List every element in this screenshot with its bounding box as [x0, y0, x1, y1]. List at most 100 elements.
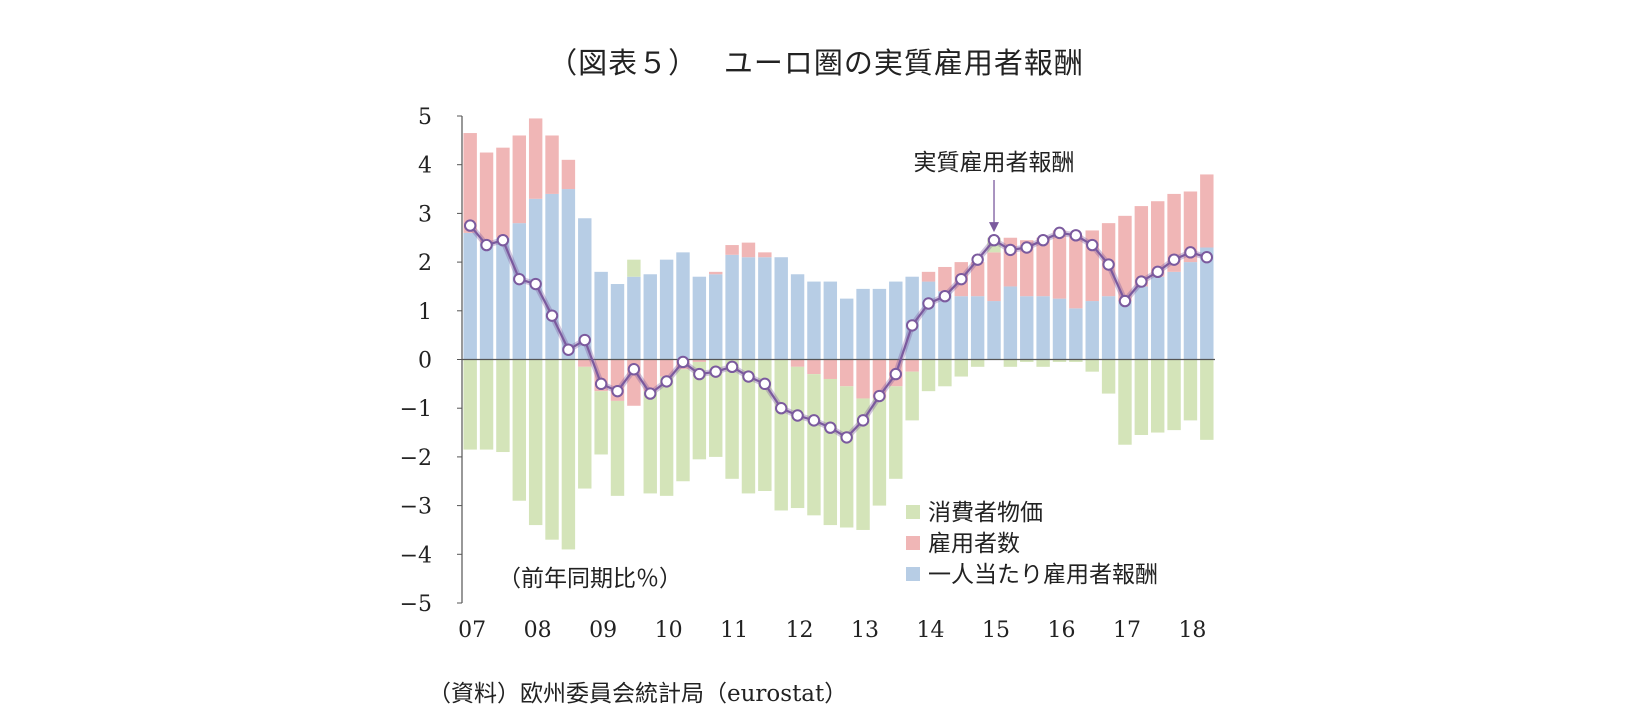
- line-point: [1151, 265, 1164, 279]
- line-point: [660, 375, 673, 388]
- line-point: [1086, 238, 1099, 252]
- y-axis: 5 4 3 2 1 0 −1 −2 −3 −4 −5: [400, 105, 432, 617]
- bar-segment-series-2: [856, 398, 870, 530]
- line-point: [938, 289, 952, 303]
- bar-segment-series-1: [545, 135, 559, 194]
- bar-segment-series-0: [545, 193, 559, 360]
- real-compensation-line-group: [463, 219, 1214, 444]
- legend-label: 雇用者数: [928, 531, 1020, 557]
- bar-segment-series-0: [823, 281, 838, 360]
- line-point: [480, 238, 493, 252]
- bar-segment-series-0: [758, 257, 772, 360]
- x-tick-label: 17: [1113, 618, 1141, 643]
- line-point: [1167, 253, 1181, 266]
- bar-segment-series-1: [1150, 201, 1165, 277]
- y-tick-label: 1: [418, 300, 432, 325]
- line-point: [1135, 275, 1148, 288]
- bar-segment-series-0: [496, 237, 510, 360]
- bar-segment-series-1: [528, 118, 543, 199]
- line-point: [758, 377, 772, 391]
- bar-segment-series-2: [512, 359, 527, 501]
- x-tick-label: 12: [786, 618, 814, 643]
- bar-segment-series-2: [725, 359, 739, 479]
- line-point: [676, 355, 690, 369]
- bar-segment-series-0: [774, 257, 788, 360]
- bar-segment-series-2: [1134, 359, 1149, 435]
- bar-segment-series-0: [1101, 296, 1116, 360]
- bar-segment-series-0: [889, 281, 903, 360]
- bar-segment-series-0: [479, 242, 494, 360]
- bar-segment-series-2: [627, 259, 641, 277]
- line-point: [1036, 233, 1050, 247]
- line-point: [905, 319, 919, 332]
- line-point: [627, 363, 641, 376]
- bar-segment-series-0: [1085, 301, 1099, 360]
- bar-segment-series-1: [856, 359, 870, 399]
- bar-segment-series-0: [872, 288, 887, 360]
- x-axis: 07 08 09 10 11 12 13 14 15 16 17 18: [458, 618, 1206, 643]
- annotation-group: 実質雇用者報酬: [914, 150, 1075, 233]
- y-tick-label: 3: [418, 202, 432, 227]
- bar-segment-series-1: [1052, 230, 1067, 299]
- annotation-label: 実質雇用者報酬: [914, 150, 1075, 176]
- bar-segment-series-2: [561, 359, 576, 550]
- y-tick-label: −2: [400, 446, 432, 471]
- line-point: [693, 367, 706, 381]
- bar-segment-series-0: [1150, 276, 1165, 360]
- line-point: [807, 414, 821, 427]
- line-point: [1200, 251, 1214, 264]
- line-point: [987, 233, 1001, 247]
- line-point: [971, 253, 984, 266]
- y-tick-label: 4: [418, 154, 432, 179]
- bar-segment-series-2: [643, 391, 657, 494]
- x-tick-label: 13: [851, 618, 879, 643]
- bar-segment-series-2: [692, 361, 707, 460]
- bar-segment-series-0: [741, 257, 756, 360]
- bar-segment-series-2: [1020, 359, 1034, 362]
- y-tick-label: 5: [418, 105, 432, 130]
- bar-segment-series-2: [659, 376, 674, 496]
- x-tick-label: 11: [720, 618, 748, 643]
- line-point: [578, 333, 591, 347]
- bar-segment-series-0: [1036, 296, 1050, 360]
- bar-segment-series-1: [1036, 237, 1050, 297]
- x-tick-label: 08: [524, 618, 552, 643]
- bar-segment-series-0: [856, 288, 870, 360]
- bar-segment-series-0: [954, 296, 968, 360]
- legend-swatch: [906, 536, 920, 550]
- line-point: [594, 377, 608, 391]
- bar-segment-series-0: [921, 281, 936, 360]
- line-point: [496, 233, 510, 247]
- line-point: [889, 367, 902, 381]
- bar-segment-series-2: [1200, 359, 1214, 440]
- bar-segment-series-2: [528, 359, 543, 526]
- bar-segment-series-1: [578, 359, 592, 367]
- bar-segment-series-1: [807, 359, 821, 375]
- line-point: [791, 409, 804, 422]
- line-point: [775, 402, 788, 415]
- bar-segment-series-1: [741, 242, 756, 258]
- bar-segment-series-1: [1118, 215, 1132, 302]
- chart-title: （図表５） ユーロ圏の実質雇用者報酬: [548, 46, 1084, 80]
- bar-segment-series-0: [676, 252, 690, 360]
- unit-label: （前年同期比％）: [498, 566, 682, 592]
- bar-segment-series-1: [1200, 174, 1214, 248]
- legend-swatch: [906, 505, 920, 519]
- bar-segment-series-2: [1118, 359, 1132, 445]
- bar-segment-series-0: [643, 274, 657, 360]
- x-tick-label: 10: [655, 618, 683, 643]
- bar-segment-series-1: [512, 135, 527, 224]
- bar-segment-series-2: [790, 366, 805, 509]
- bar-segment-series-2: [610, 400, 625, 496]
- bar-segment-series-2: [774, 359, 788, 511]
- bar-segment-series-2: [1183, 359, 1198, 421]
- line-point: [545, 309, 559, 322]
- bar-segment-series-1: [643, 359, 657, 392]
- bar-segment-series-2: [479, 359, 494, 450]
- legend-label: 一人当たり雇用者報酬: [928, 562, 1158, 588]
- bar-segment-series-1: [1183, 191, 1198, 263]
- bar-segment-series-1: [1134, 206, 1149, 287]
- bar-segment-series-2: [1003, 359, 1018, 367]
- bar-segment-series-1: [561, 159, 576, 190]
- bar-segment-series-1: [1020, 240, 1034, 297]
